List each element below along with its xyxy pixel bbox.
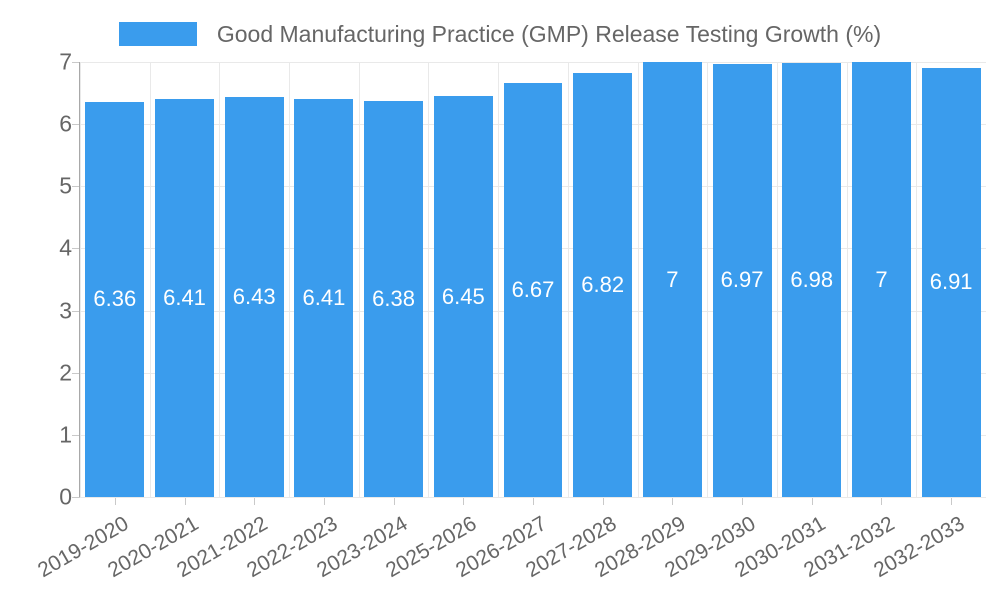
bar-value-label: 6.45 — [441, 283, 485, 309]
x-axis-tick-mark — [812, 498, 813, 505]
y-axis-tick-label: 4 — [59, 234, 72, 261]
x-gridline — [150, 62, 151, 497]
x-axis-tick-mark — [463, 498, 464, 505]
x-axis-tick-mark — [881, 498, 882, 505]
x-gridline — [707, 62, 708, 497]
bar-value-label: 6.91 — [929, 269, 973, 295]
y-axis-tick-mark — [72, 186, 79, 188]
x-axis-tick-mark — [672, 498, 673, 505]
x-axis-tick-mark — [185, 498, 186, 505]
legend-label: Good Manufacturing Practice (GMP) Releas… — [216, 20, 882, 47]
bar[interactable]: 6.45 — [433, 96, 493, 497]
y-gridline — [80, 497, 986, 498]
bar[interactable]: 6.91 — [921, 67, 981, 497]
y-axis-tick-mark — [72, 372, 79, 374]
y-axis-line — [79, 62, 80, 498]
y-axis-tick-label: 3 — [59, 297, 72, 324]
y-axis-tick-mark — [72, 310, 79, 312]
x-axis-tick-mark — [394, 498, 395, 505]
x-gridline — [916, 62, 917, 497]
bar[interactable]: 7 — [642, 62, 702, 497]
bar-value-label: 6.43 — [232, 284, 276, 310]
x-axis-tick-mark — [115, 498, 116, 505]
x-gridline — [428, 62, 429, 497]
bar-value-label: 6.41 — [302, 284, 346, 310]
x-axis-tick-mark — [603, 498, 604, 505]
bar[interactable]: 7 — [852, 62, 911, 497]
y-axis-tick-mark — [72, 248, 79, 250]
plot-area: 6.36 6.41 6.43 6.41 6.38 6.45 6.67 6.82 7 6.97 6.9… — [80, 62, 986, 498]
bar[interactable]: 6.67 — [503, 82, 563, 497]
bar-value-label: 6.82 — [581, 272, 625, 298]
bar[interactable]: 6.41 — [294, 98, 354, 497]
y-axis-tick-mark — [72, 124, 79, 126]
x-axis-tick-mark — [533, 498, 534, 505]
bar-value-label: 6.36 — [93, 286, 137, 312]
y-axis-tick-mark — [72, 434, 79, 436]
x-gridline — [568, 62, 569, 497]
bar[interactable]: 6.36 — [85, 101, 145, 497]
y-axis-tick-mark — [72, 497, 79, 498]
chart-legend: Good Manufacturing Practice (GMP) Releas… — [0, 18, 1000, 50]
y-axis: 0 1 2 3 4 5 6 7 — [0, 0, 72, 600]
x-gridline — [219, 62, 220, 497]
x-gridline — [498, 62, 499, 497]
bar-value-label: 6.38 — [372, 285, 415, 311]
bar-value-label: 7 — [875, 266, 888, 292]
x-axis-tick-mark — [324, 498, 325, 505]
bar-value-label: 7 — [666, 266, 679, 292]
x-gridline — [638, 62, 639, 497]
bar[interactable]: 6.43 — [224, 97, 284, 497]
y-axis-tick-label: 5 — [59, 172, 72, 199]
y-axis-tick-label: 1 — [59, 421, 72, 448]
x-gridline — [359, 62, 360, 497]
x-gridline — [777, 62, 778, 497]
x-gridline — [80, 62, 81, 497]
y-axis-tick-label: 0 — [59, 483, 72, 510]
y-gridline — [80, 62, 986, 63]
y-axis-tick-mark — [72, 62, 79, 63]
y-axis-tick-label: 7 — [59, 48, 72, 75]
bar-value-label: 6.98 — [790, 267, 834, 293]
bar[interactable]: 6.97 — [712, 63, 772, 497]
bar[interactable]: 6.98 — [782, 63, 842, 497]
bar-value-label: 6.67 — [511, 276, 555, 302]
x-gridline — [847, 62, 848, 497]
x-axis-tick-mark — [951, 498, 952, 505]
x-gridline — [289, 62, 290, 497]
bar[interactable]: 6.82 — [573, 73, 633, 497]
y-axis-tick-label: 6 — [59, 110, 72, 137]
legend-color-swatch — [118, 22, 197, 46]
bar[interactable]: 6.41 — [155, 98, 214, 497]
y-axis-tick-label: 2 — [59, 359, 72, 386]
bar-value-label: 6.41 — [163, 284, 206, 310]
x-axis-tick-mark — [742, 498, 743, 505]
bar-value-label: 6.97 — [720, 267, 764, 293]
x-axis-tick-mark — [254, 498, 255, 505]
bar[interactable]: 6.38 — [364, 100, 424, 497]
